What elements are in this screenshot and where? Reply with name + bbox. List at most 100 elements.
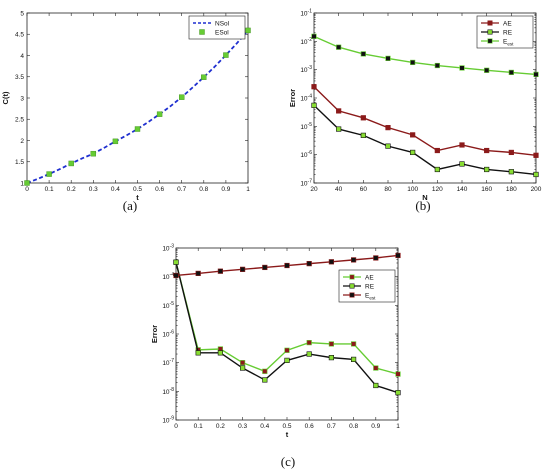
data-point bbox=[360, 115, 366, 121]
y-tick-label: 2 bbox=[20, 138, 24, 145]
series-line bbox=[313, 104, 537, 176]
x-tick-label: 200 bbox=[531, 186, 542, 193]
y-tick-label: 1 bbox=[20, 180, 24, 187]
y-tick-label: 10-3 bbox=[300, 65, 312, 74]
y-tick-label: 10-1 bbox=[300, 9, 312, 18]
data-point bbox=[178, 94, 185, 100]
legend-entry: AE bbox=[365, 274, 374, 281]
series-line bbox=[26, 29, 249, 184]
data-point bbox=[434, 147, 440, 154]
y-tick-label: 2.5 bbox=[15, 117, 24, 124]
legend-swatch bbox=[487, 38, 493, 44]
x-tick-label: 0.4 bbox=[111, 186, 120, 193]
data-point bbox=[395, 371, 401, 377]
data-point bbox=[262, 377, 268, 383]
x-tick-label: 120 bbox=[432, 186, 443, 193]
panel-label: (b) bbox=[415, 198, 430, 213]
data-point bbox=[350, 356, 357, 363]
x-tick-label: 0 bbox=[174, 423, 178, 430]
data-point bbox=[410, 149, 416, 156]
legend-swatch bbox=[487, 29, 493, 35]
x-axis-label: t bbox=[136, 193, 139, 202]
y-tick-label: 10-4 bbox=[162, 272, 174, 281]
y-tick-label: 10-2 bbox=[300, 37, 312, 46]
x-tick-label: 0.6 bbox=[305, 423, 314, 430]
panel-label: (a) bbox=[123, 198, 137, 213]
chart-panel-2: 20 40 60 80 100 120 140 160 180 200 10-7 10-6 10-5 10… bbox=[288, 9, 542, 203]
x-tick-label: 0.8 bbox=[199, 186, 208, 193]
y-tick-label: 5 bbox=[20, 10, 24, 17]
x-tick-label: 20 bbox=[310, 186, 318, 193]
x-tick-label: 0.5 bbox=[282, 423, 291, 430]
data-point bbox=[306, 261, 312, 267]
legend-swatch bbox=[349, 283, 355, 289]
data-point bbox=[410, 59, 416, 66]
y-tick-label: 3.5 bbox=[15, 74, 24, 81]
series-line bbox=[313, 86, 537, 156]
x-tick-label: 0.5 bbox=[133, 186, 142, 193]
y-tick-label: 10-8 bbox=[162, 387, 174, 396]
y-tick-label: 4 bbox=[20, 53, 24, 60]
data-point bbox=[284, 347, 290, 353]
legend-entry: Eest bbox=[365, 292, 376, 300]
data-point bbox=[533, 71, 539, 78]
data-point bbox=[217, 350, 224, 356]
data-point bbox=[373, 365, 379, 371]
legend: NSol ESol bbox=[188, 15, 246, 40]
data-point bbox=[328, 259, 335, 265]
legend: AE RE Eest bbox=[338, 269, 396, 303]
data-point bbox=[284, 357, 290, 363]
y-tick-label: 10-6 bbox=[162, 330, 174, 339]
legend-entry: Eest bbox=[503, 38, 514, 46]
x-tick-label: 0.7 bbox=[177, 186, 186, 193]
x-tick-label: 0.4 bbox=[260, 423, 269, 430]
data-point bbox=[223, 52, 229, 58]
data-point bbox=[306, 340, 312, 346]
y-axis-label: Error bbox=[150, 325, 159, 343]
data-point bbox=[508, 169, 514, 175]
data-point bbox=[328, 341, 335, 347]
data-point bbox=[385, 143, 391, 149]
data-point bbox=[195, 270, 201, 277]
y-tick-label: 10-5 bbox=[162, 301, 174, 310]
data-point bbox=[373, 255, 379, 261]
data-point bbox=[134, 126, 141, 132]
plot-area bbox=[26, 12, 249, 184]
data-point bbox=[385, 125, 391, 131]
legend-swatch bbox=[349, 274, 355, 280]
y-tick-label: 10-3 bbox=[162, 244, 174, 253]
data-point bbox=[311, 33, 317, 39]
x-tick-label: 1 bbox=[246, 186, 250, 193]
data-point bbox=[373, 382, 379, 389]
data-point bbox=[360, 51, 366, 57]
x-tick-label: 0.7 bbox=[327, 423, 336, 430]
x-tick-label: 60 bbox=[360, 186, 368, 193]
data-point bbox=[360, 132, 366, 138]
data-point bbox=[434, 166, 440, 173]
series-line bbox=[313, 35, 537, 76]
y-tick-label: 10-6 bbox=[300, 150, 312, 159]
data-point bbox=[68, 160, 74, 167]
panel-label: (c) bbox=[281, 454, 295, 469]
x-tick-label: 0.1 bbox=[45, 186, 54, 193]
x-tick-label: 0.6 bbox=[155, 186, 164, 193]
chart-panel-3: 0 0.1 0.2 0.3 0.4 0.5 0.6 0.7 0.8 0.9 1 10-9 10-8 10-… bbox=[150, 244, 401, 439]
x-tick-label: 140 bbox=[457, 186, 468, 193]
x-tick-label: 40 bbox=[335, 186, 343, 193]
x-tick-label: 0.1 bbox=[194, 423, 203, 430]
data-point bbox=[284, 262, 290, 269]
data-point bbox=[434, 62, 440, 69]
y-tick-label: 1.5 bbox=[15, 159, 24, 166]
data-point bbox=[90, 150, 97, 157]
legend-swatch bbox=[487, 20, 493, 26]
x-axis-label: t bbox=[286, 430, 289, 439]
data-point bbox=[24, 180, 30, 186]
data-point bbox=[240, 365, 246, 371]
chart-panel-1: 0 0.1 0.2 0.3 0.4 0.5 0.6 0.7 0.8 0.9 1 1 1.5 2 2.5 3 3.… bbox=[1, 10, 251, 202]
data-point bbox=[240, 360, 246, 366]
data-point bbox=[328, 355, 335, 361]
data-point bbox=[156, 111, 163, 117]
data-point bbox=[311, 84, 317, 90]
y-tick-label: 10-4 bbox=[300, 94, 312, 103]
